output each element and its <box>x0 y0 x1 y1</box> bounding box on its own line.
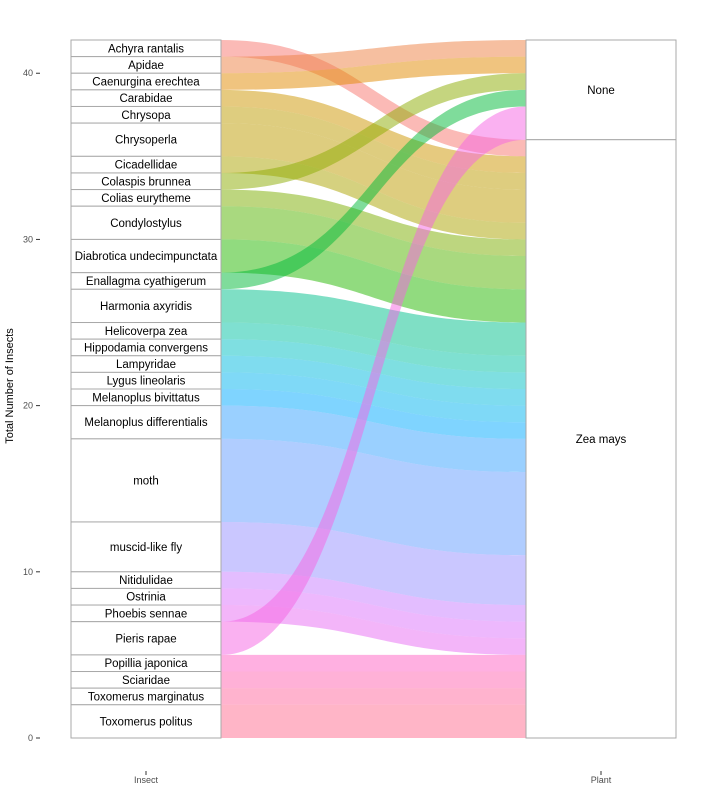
stratum-diabrotica-undecimpunctata <box>70 238 222 274</box>
stratum-label-sciaridae: Sciaridae <box>122 675 170 687</box>
stratum-melanoplus-differentialis <box>70 405 222 440</box>
stratum-label-toxomerus-politus: Toxomerus politus <box>100 716 193 728</box>
flow-toxomerus-marginatus-to-zea-mays <box>221 688 526 705</box>
stratum-label-enallagma-cyathigerum: Enallagma cyathigerum <box>86 276 206 288</box>
flow-harmonia-axyridis-to-zea-mays <box>221 289 526 356</box>
stratum-label-lygus-lineolaris: Lygus lineolaris <box>107 376 186 388</box>
stratum-muscid-like-fly <box>70 521 222 573</box>
flow-apidae-to-none <box>221 40 526 74</box>
flow-pieris-rapae-to-none <box>221 106 526 655</box>
flow-chrysoperla-to-zea-mays <box>221 123 526 223</box>
stratum-label-phoebis-sennae: Phoebis sennae <box>105 608 187 620</box>
flow-muscid-like-fly-to-zea-mays <box>221 521 526 606</box>
stratum-label-diabrotica-undecimpunctata: Diabrotica undecimpunctata <box>75 251 218 263</box>
flow-enallagma-cyathigerum-to-none <box>221 89 526 290</box>
flow-colias-eurytheme-to-zea-mays <box>221 189 526 257</box>
flow-caenurgina-erechtea-to-none <box>221 56 526 90</box>
stratum-label-chrysopa: Chrysopa <box>121 110 171 122</box>
flow-moth-to-zea-mays <box>221 438 526 556</box>
stratum-label-lampyridae: Lampyridae <box>116 359 176 371</box>
x-axis-label-insect: Insect <box>134 775 159 785</box>
flow-colaspis-brunnea-to-none <box>221 73 526 190</box>
flow-achyra-rantalis-to-zea-mays <box>221 40 526 157</box>
stratum-label-nitidulidae: Nitidulidae <box>119 575 173 587</box>
y-tick-label-40: 40 <box>23 68 33 78</box>
stratum-harmonia-axyridis <box>70 288 222 324</box>
stratum-label-popillia-japonica: Popillia japonica <box>104 658 188 670</box>
stratum-plant-none <box>525 39 677 141</box>
flow-phoebis-sennae-to-zea-mays <box>221 605 526 655</box>
stratum-chrysoperla <box>70 122 222 157</box>
stratum-label-toxomerus-marginatus: Toxomerus marginatus <box>88 691 205 703</box>
y-tick-label-0: 0 <box>28 733 33 743</box>
flow-condylostylus-to-zea-mays <box>221 206 526 290</box>
stratum-label-chrysoperla: Chrysoperla <box>115 135 178 147</box>
stratum-toxomerus-politus <box>70 704 222 739</box>
stratum-label-achyra-rantalis: Achyra rantalis <box>108 43 184 55</box>
y-tick-label-10: 10 <box>23 567 33 577</box>
stratum-label-pieris-rapae: Pieris rapae <box>115 633 176 645</box>
stratum-label-plant-none: None <box>587 85 615 97</box>
flow-melanoplus-bivittatus-to-zea-mays <box>221 389 526 439</box>
stratum-label-apidae: Apidae <box>128 60 164 72</box>
flow-ostrinia-to-zea-mays <box>221 588 526 639</box>
flow-melanoplus-differentialis-to-zea-mays <box>221 405 526 473</box>
flow-helicoverpa-zea-to-zea-mays <box>221 322 526 373</box>
stratum-label-melanoplus-differentialis: Melanoplus differentialis <box>84 417 207 429</box>
strata-group: Achyra rantalis Apidae Caenurgina erechtea… <box>70 39 677 739</box>
stratum-label-moth: moth <box>133 475 159 487</box>
stratum-label-harmonia-axyridis: Harmonia axyridis <box>100 301 192 313</box>
stratum-pieris-rapae <box>70 621 222 656</box>
stratum-label-caenurgina-erechtea: Caenurgina erechtea <box>92 77 200 89</box>
stratum-label-carabidae: Carabidae <box>119 93 172 105</box>
x-axis-label-plant: Plant <box>591 775 612 785</box>
stratum-label-colaspis-brunnea: Colaspis brunnea <box>101 176 191 188</box>
flow-toxomerus-politus-to-zea-mays <box>221 704 526 738</box>
stratum-label-ostrinia: Ostrinia <box>126 592 166 604</box>
stratum-moth <box>70 438 222 523</box>
flows-group <box>221 40 526 738</box>
y-axis-title: Total Number of Insects <box>4 328 16 444</box>
flow-hippodamia-convergens-to-zea-mays <box>221 339 526 389</box>
stratum-plant-zea-mays <box>525 139 677 739</box>
y-tick-label-20: 20 <box>23 401 33 411</box>
stratum-label-cicadellidae: Cicadellidae <box>115 160 178 172</box>
y-tick-label-30: 30 <box>23 234 33 244</box>
stratum-label-helicoverpa-zea: Helicoverpa zea <box>105 326 188 338</box>
flow-popillia-japonica-to-zea-mays <box>221 654 526 672</box>
stratum-label-colias-eurytheme: Colias eurytheme <box>101 193 190 205</box>
stratum-label-hippodamia-convergens: Hippodamia convergens <box>84 342 208 354</box>
stratum-label-melanoplus-bivittatus: Melanoplus bivittatus <box>92 392 200 404</box>
stratum-label-muscid-like-fly: muscid-like fly <box>110 542 182 554</box>
flow-sciaridae-to-zea-mays <box>221 671 526 689</box>
stratum-condylostylus <box>70 205 222 240</box>
y-axis: 0 10 20 30 40 <box>23 68 40 743</box>
stratum-label-plant-zea-mays: Zea mays <box>576 434 627 446</box>
stratum-label-condylostylus: Condylostylus <box>110 218 182 230</box>
